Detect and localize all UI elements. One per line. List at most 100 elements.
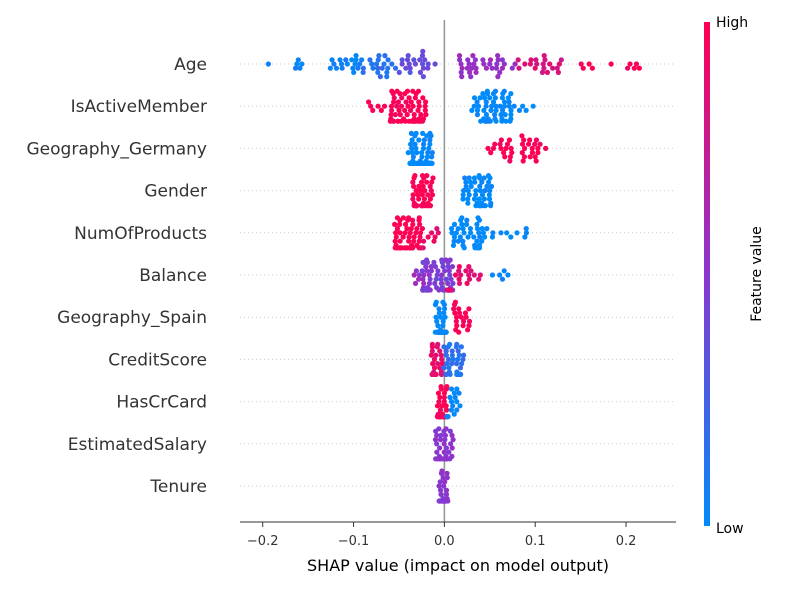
shap-point [501, 88, 507, 94]
shap-point [503, 118, 509, 124]
shap-point [375, 65, 381, 71]
shap-point [507, 154, 513, 160]
shap-point [410, 103, 416, 109]
shap-point [265, 61, 271, 67]
shap-point [436, 329, 442, 335]
shap-point [429, 154, 435, 160]
shap-point [420, 65, 427, 71]
shap-point [459, 65, 465, 71]
shap-point [419, 150, 425, 156]
shap-point [442, 432, 448, 438]
shap-point [509, 65, 515, 71]
shap-point [420, 95, 426, 101]
shap-point [481, 175, 487, 181]
shap-point [435, 323, 441, 329]
shap-point [359, 57, 365, 63]
shap-point [391, 95, 397, 101]
shap-point [501, 61, 507, 67]
shap-point [444, 475, 450, 481]
shap-point [504, 141, 511, 147]
shap-point [343, 57, 349, 63]
shap-point [434, 449, 440, 455]
shap-point [519, 141, 526, 147]
shap-point [411, 183, 417, 189]
shap-point [392, 112, 398, 118]
shap-point [462, 175, 468, 181]
shap-point [399, 61, 405, 67]
shap-point [399, 95, 405, 101]
shap-point [466, 175, 472, 181]
shap-point [443, 352, 449, 358]
shap-point [419, 192, 425, 198]
shap-point [447, 257, 453, 263]
shap-point [523, 230, 530, 236]
shap-point [486, 118, 492, 124]
shap-point [477, 272, 483, 278]
shap-point [392, 65, 399, 71]
shap-point [466, 61, 472, 67]
shap-point [395, 99, 401, 105]
shap-point [473, 192, 479, 198]
shap-point [499, 65, 506, 71]
shap-point [409, 145, 415, 151]
shap-point [425, 150, 431, 156]
shap-point [467, 226, 473, 232]
shap-point [416, 272, 422, 278]
shap-point [412, 95, 418, 101]
shap-point [501, 268, 507, 274]
shap-point [493, 118, 499, 124]
shap-point [476, 276, 482, 282]
shap-point [427, 137, 433, 143]
shap-point [460, 196, 466, 202]
shap-point [473, 188, 479, 194]
shap-point [506, 103, 512, 109]
shap-point [558, 57, 564, 63]
shap-point [436, 306, 442, 312]
shap-point [457, 371, 463, 377]
shap-point [394, 226, 401, 232]
shap-point [422, 57, 428, 63]
shap-point [400, 215, 406, 221]
shap-point [449, 361, 455, 367]
colorbar-gradient [704, 22, 710, 526]
shap-point [351, 69, 357, 75]
shap-point [469, 65, 475, 71]
shap-point [486, 196, 493, 202]
shap-point [402, 221, 409, 227]
shap-point [437, 487, 444, 493]
shap-point [426, 280, 433, 286]
shap-point [389, 88, 395, 94]
shap-point [466, 192, 472, 198]
shap-point [441, 456, 448, 462]
shap-point [508, 107, 514, 113]
shap-point [463, 221, 470, 227]
shap-point [421, 137, 427, 143]
shap-point [442, 314, 448, 320]
shap-point [415, 88, 422, 94]
shap-point [452, 310, 458, 316]
shap-point [373, 61, 380, 67]
shap-point [490, 230, 496, 236]
shap-point [472, 57, 478, 63]
shap-point [429, 179, 435, 185]
shap-point [405, 103, 411, 109]
shap-point [443, 348, 449, 354]
shap-point [424, 154, 430, 160]
shap-point [460, 318, 467, 324]
shap-point [420, 145, 427, 151]
shap-point [444, 361, 450, 367]
shap-point [375, 69, 381, 75]
shap-point [441, 306, 448, 312]
shap-point [445, 280, 451, 286]
shap-point [408, 141, 414, 147]
shap-point [408, 99, 414, 105]
shap-point [412, 280, 419, 286]
shap-point [523, 226, 529, 232]
shap-point [457, 365, 464, 371]
shap-point [439, 361, 445, 367]
shap-point [451, 238, 457, 244]
shap-point [507, 118, 513, 124]
shap-point [433, 276, 439, 282]
colorbar-high-label: High [716, 15, 748, 31]
shap-point [455, 356, 461, 362]
